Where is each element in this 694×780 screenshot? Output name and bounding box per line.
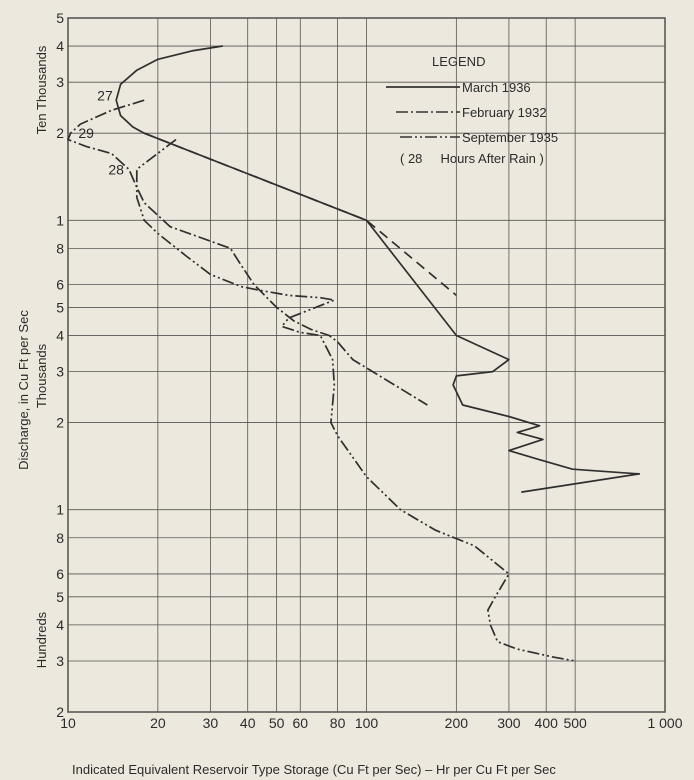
tick-labels: 10 20 30 40 50 60 80 100 200 300 400 500 1 000 5 4 3 2 1 8… [56, 10, 683, 731]
x-axis-label: Indicated Equivalent Reservoir Type Stor… [72, 762, 556, 777]
x-tick-label-500: 500 [563, 715, 587, 731]
y-axis-label: Discharge, in Cu Ft per Sec [16, 310, 31, 470]
x-tick-label-200: 200 [445, 715, 469, 731]
y-tick-label-13: 6 [56, 566, 64, 582]
series-line-march-1936 [115, 45, 641, 493]
x-tick-label-10: 10 [60, 715, 76, 731]
y-tick-label-2: 3 [56, 74, 64, 90]
annotation-29: 29 [78, 125, 94, 141]
x-tick-label-300: 300 [497, 715, 521, 731]
legend-label-march-1936: March 1936 [462, 80, 531, 95]
y-tick-label-3: 2 [56, 125, 64, 141]
y-tick-label-10: 2 [56, 415, 64, 431]
y-tick-label-5: 8 [56, 240, 64, 256]
x-tick-label-60: 60 [292, 715, 308, 731]
y-tick-label-8: 4 [56, 327, 64, 343]
x-tick-label-30: 30 [203, 715, 219, 731]
y-tick-label-7: 5 [56, 299, 64, 315]
y-tick-label-0: 5 [56, 10, 64, 26]
y-section-label-ten-thousands: Ten Thousands [34, 45, 49, 134]
y-tick-label-12: 8 [56, 530, 64, 546]
y-section-label-hundreds: Hundreds [34, 611, 49, 668]
x-tick-label-50: 50 [269, 715, 285, 731]
annotation-28: 28 [108, 161, 124, 177]
y-tick-label-1: 4 [56, 38, 64, 54]
y-tick-label-17: 2 [56, 704, 64, 720]
legend-note: ( 28 Hours After Rain ) [400, 151, 544, 166]
y-tick-label-15: 4 [56, 617, 64, 633]
annotations: 27 29 28 [78, 87, 124, 177]
y-tick-label-11: 1 [56, 502, 64, 518]
x-tick-label-400: 400 [535, 715, 559, 731]
y-tick-label-16: 3 [56, 653, 64, 669]
x-tick-label-40: 40 [240, 715, 256, 731]
x-tick-label-80: 80 [330, 715, 346, 731]
series-line-september-1935 [135, 138, 576, 662]
series-line-february-1932 [67, 99, 428, 406]
annotation-27: 27 [97, 87, 113, 103]
legend-label-september-1935: September 1935 [462, 130, 558, 145]
y-tick-label-6: 6 [56, 276, 64, 292]
y-tick-label-4: 1 [56, 212, 64, 228]
legend-title: LEGEND [432, 54, 485, 69]
y-tick-label-9: 3 [56, 364, 64, 380]
x-tick-label-1-000: 1 000 [647, 715, 682, 731]
series-lines [67, 45, 641, 662]
legend: LEGEND March 1936 February 1932 Septembe… [386, 54, 558, 166]
grid [67, 17, 666, 713]
y-section-label-thousands: Thousands [34, 343, 49, 408]
x-tick-label-100: 100 [355, 715, 379, 731]
legend-label-february-1932: February 1932 [462, 105, 547, 120]
x-tick-label-20: 20 [150, 715, 166, 731]
y-tick-label-14: 5 [56, 589, 64, 605]
